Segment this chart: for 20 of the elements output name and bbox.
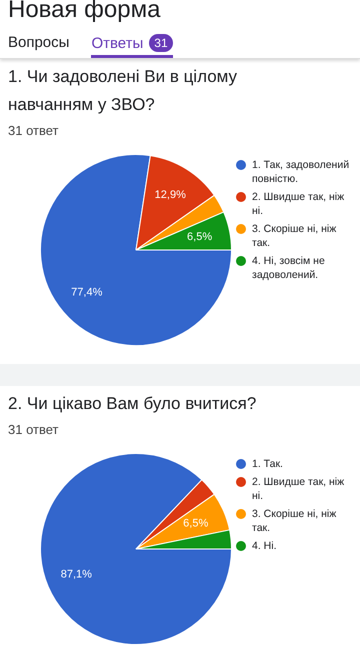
legend-label: 2. Швидше так, ніж ні. — [252, 190, 346, 218]
data-label: 6,5% — [183, 517, 208, 530]
text: 31 — [149, 34, 173, 52]
legend-label: 1. Так. — [252, 457, 283, 471]
data-label: 77,4% — [71, 286, 103, 298]
data-label: 12,9% — [154, 188, 186, 201]
legend-label: 2. Швидше так, ніж ні. — [252, 475, 346, 503]
chart-title: 1. Чи задоволені Ви в цілому навчанням у ЗВО? — [8, 66, 238, 116]
legend-label: 4. Ні, зовсім не задоволений. — [252, 254, 326, 282]
legend-label: 1. Так, задоволений повністю. — [252, 158, 350, 186]
data-label: 87,1% — [60, 568, 92, 581]
legend-label: 3. Скоріше ні, ніж так. — [252, 222, 338, 250]
legend-label: 3. Скоріше ні, ніж так. — [252, 507, 338, 535]
text: Вопросы — [8, 34, 70, 53]
legend-label: 4. Ні. — [252, 539, 277, 553]
chart-subtitle: 31 ответ — [8, 422, 60, 437]
data-label: 6,5% — [187, 230, 212, 243]
text: Ответы — [91, 34, 144, 52]
chart-subtitle: 31 ответ — [8, 123, 60, 138]
chart-title: 2. Чи цікаво Вам було вчитися? — [8, 393, 258, 415]
